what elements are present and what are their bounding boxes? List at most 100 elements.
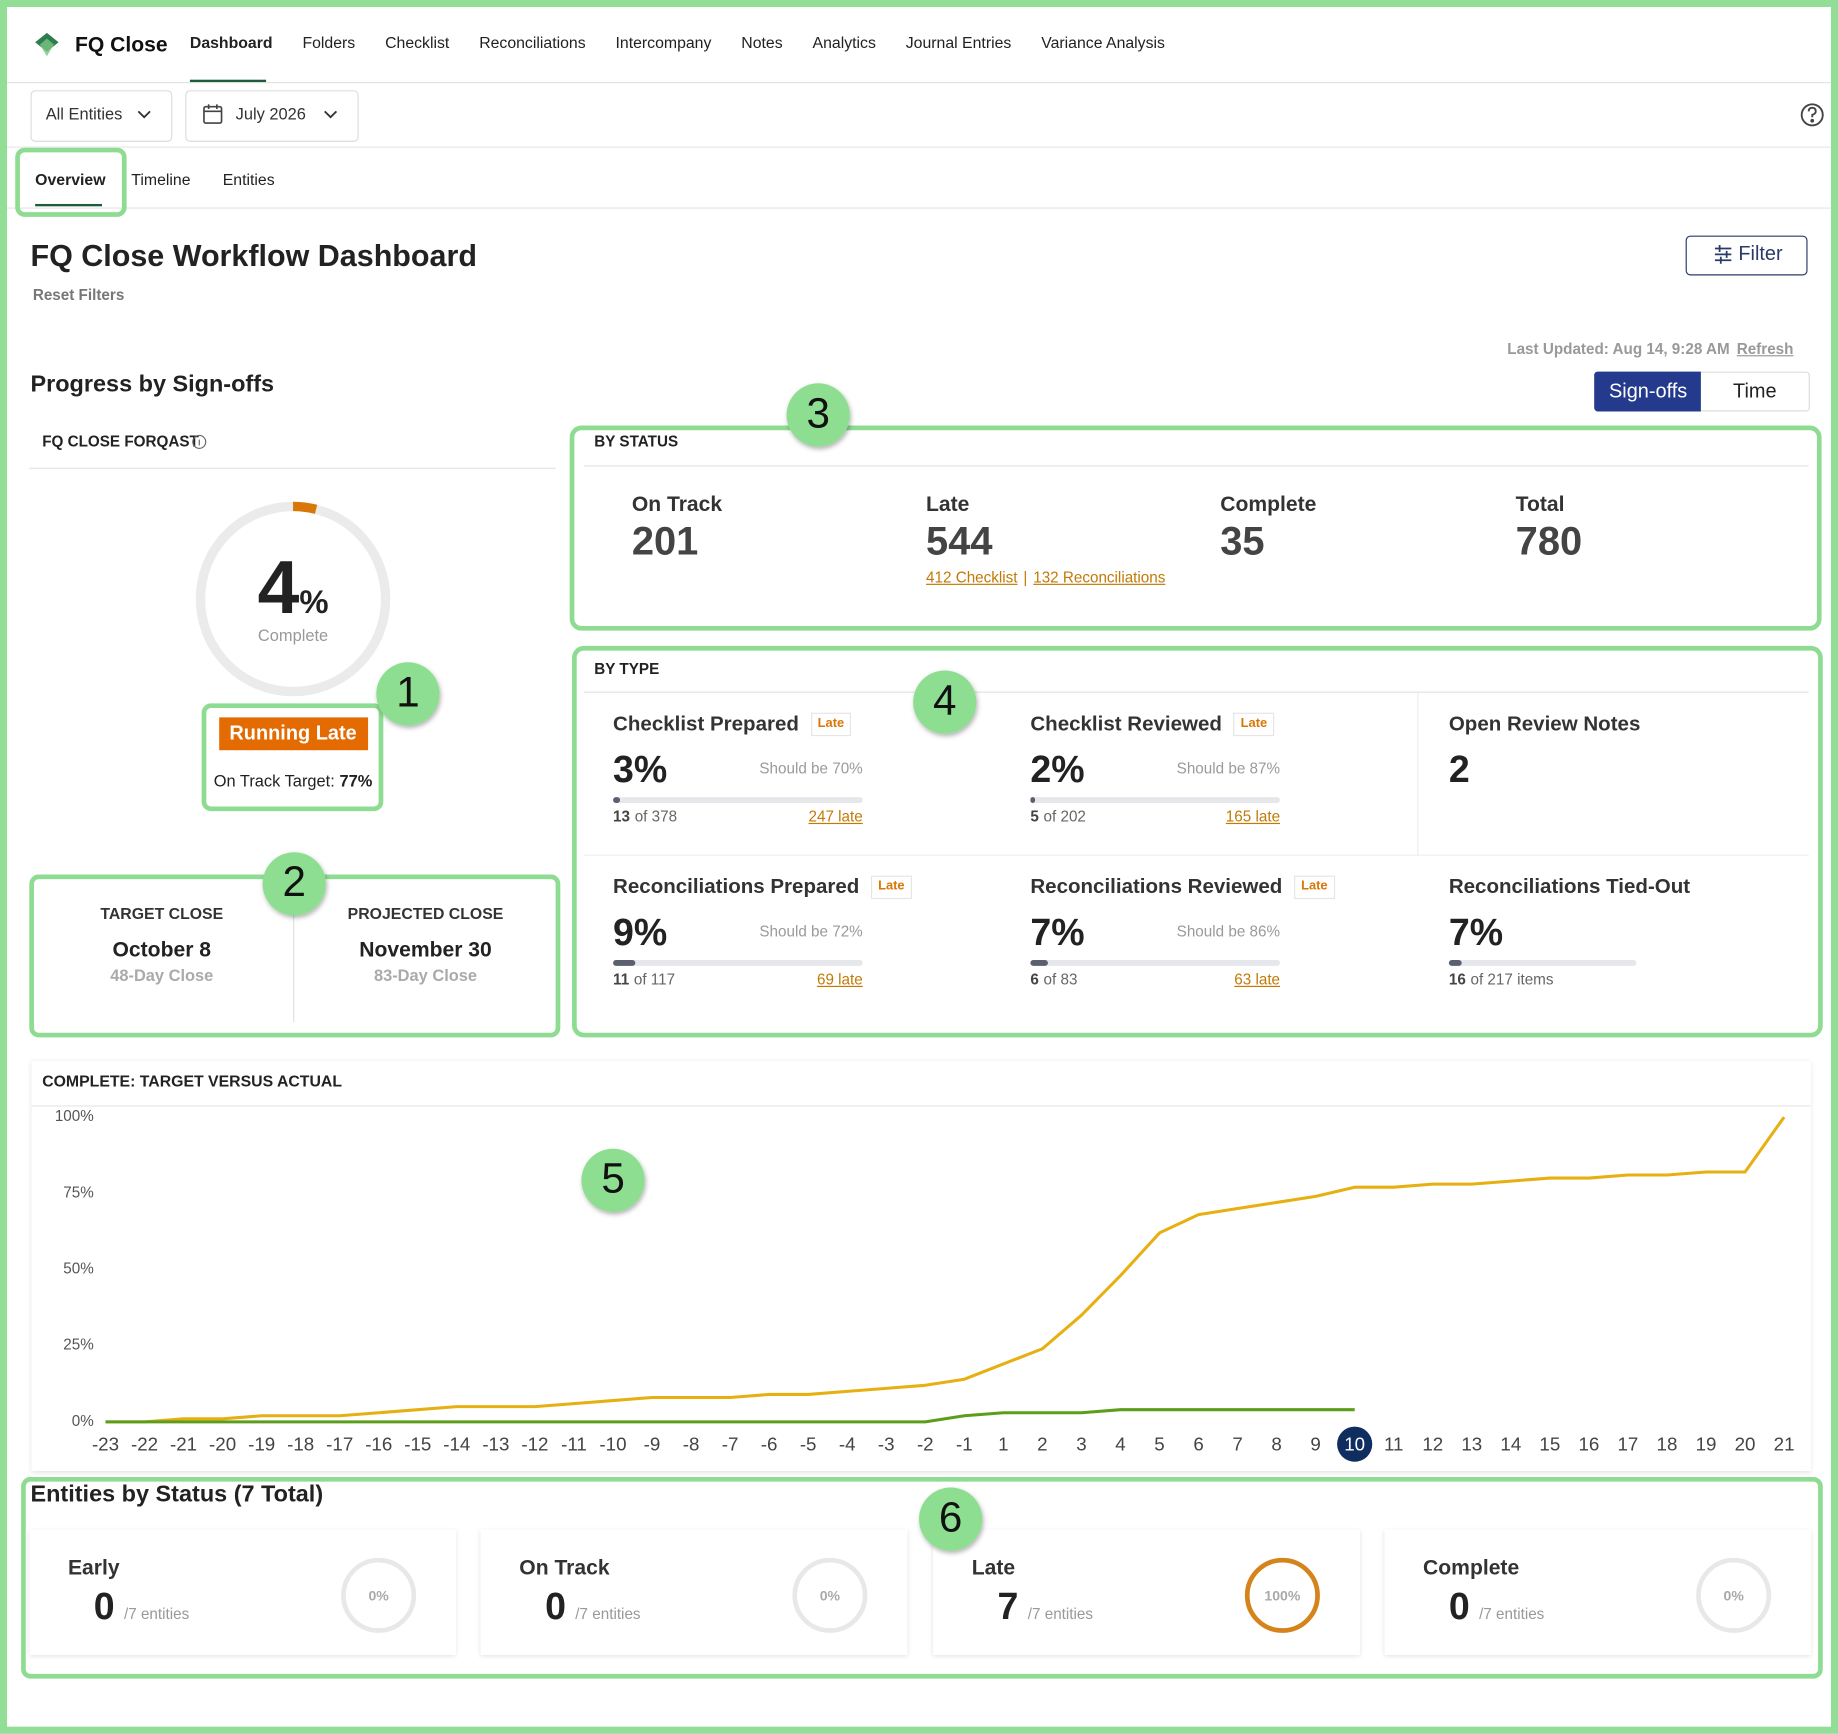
should-be: Should be 87% [1176,759,1281,778]
filter-label[interactable]: Filter [1738,243,1783,266]
status-value: 201 [631,519,699,564]
nav-bar: Dashboard Folders Checklist Reconciliations… [190,34,1165,54]
late-badge: Late [1294,875,1335,899]
tab-underline [35,203,102,207]
late-badge: Late [871,875,912,899]
status-value: 544 [926,519,993,564]
target-value: 77% [339,771,373,791]
nav-item[interactable]: Reconciliations [479,33,586,52]
refresh-link[interactable]: Refresh [1736,339,1794,358]
count-done: 13 [613,807,631,826]
status-value: 780 [1515,519,1583,564]
nav-item[interactable]: Folders [302,33,356,52]
late-link[interactable]: 63 late [1234,970,1281,989]
close-label: TARGET CLOSE [100,904,224,923]
late-badge: Late [810,712,852,736]
tabs-border [7,207,1831,209]
status-label: Complete [1220,492,1317,516]
forqast-divider [29,467,556,469]
page-title: FQ Close Workflow Dashboard [30,237,477,273]
nav-item[interactable]: Intercompany [615,33,712,52]
toggle-option[interactable]: Time [1733,380,1777,403]
count-of: of 202 [1043,807,1086,826]
tab[interactable]: Overview [35,170,106,189]
type-header: Reconciliations Tied-Out [1449,874,1690,899]
entity-filter[interactable]: All Entities [45,104,123,124]
badge-text: Running Late [229,722,357,745]
type-title: Reconciliations Reviewed [1030,874,1283,898]
late-link[interactable]: 69 late [816,970,863,989]
gauge-number: 4 [257,545,300,630]
reset-filters[interactable]: Reset Filters [32,285,125,304]
type-header: Checklist Reviewed Late [1030,711,1275,737]
status-label: Total [1515,492,1565,516]
progress-track [613,797,863,803]
card-title: BY TYPE [594,659,660,678]
progress-fill [1448,960,1462,966]
entity-count: 0/7 entities [94,1584,189,1631]
status-value: 35 [1220,519,1265,564]
nav-item[interactable]: Dashboard [189,33,273,52]
filter-button[interactable] [1685,235,1808,276]
type-header: Reconciliations Reviewed Late [1030,874,1335,899]
section-title: Progress by Sign-offs [30,371,275,397]
period-filter[interactable]: July 2026 [235,104,306,124]
count-of: of 217 items [1470,970,1554,989]
type-count: 11 of 117 [613,971,675,990]
late-link[interactable]: 165 late [1225,807,1281,826]
chart-divider [31,1105,1812,1107]
count-of: /7 entities [1479,1604,1545,1623]
last-updated-text: Last Updated: Aug 14, 9:28 AM [1507,339,1730,358]
close-date: October 8 [112,937,212,962]
count-of: /7 entities [1027,1604,1094,1623]
nav-item[interactable]: Variance Analysis [1041,33,1165,52]
period-dropdown[interactable] [185,90,359,142]
progress-fill [1030,960,1048,966]
progress-track [1448,960,1637,966]
type-percent: 7% [1448,910,1504,954]
count-of: of 378 [634,807,678,826]
type-header: Reconciliations Prepared Late [613,874,912,899]
on-track-target: On Track Target: 77% [214,771,373,791]
tab[interactable]: Entities [222,170,275,189]
count-done: 5 [1030,807,1039,826]
type-col-divider [1417,692,1419,855]
nav-item[interactable]: Journal Entries [905,33,1012,52]
tab[interactable]: Timeline [131,170,191,189]
status-label: On Track [631,492,723,516]
gauge-caption: Complete [257,626,329,646]
type-title: Checklist Reviewed [1030,711,1222,735]
count-of: /7 entities [124,1604,190,1623]
toggle-option[interactable]: Sign-offs [1608,380,1688,403]
progress-track [1030,797,1281,803]
late-link[interactable]: 412 Checklist [926,568,1018,587]
late-link[interactable]: 247 late [808,807,863,826]
should-be: Should be 70% [759,759,863,778]
type-count: 6 of 83 [1030,971,1077,990]
entity-dropdown[interactable] [30,90,173,142]
type-percent: 3% [613,748,668,791]
nav-item[interactable]: Checklist [385,33,450,52]
late-link[interactable]: 132 Reconciliations [1033,568,1166,587]
entity-label: Late [971,1555,1016,1579]
entity-count: 0/7 entities [1449,1584,1544,1631]
type-title: Open Review Notes [1448,711,1641,735]
type-header: Checklist Prepared Late [613,711,852,737]
nav-item[interactable]: Analytics [812,33,876,52]
count-of: of 117 [633,970,676,989]
entity-label: On Track [519,1555,610,1579]
type-title: Checklist Prepared [613,711,799,735]
target-label: On Track Target: [213,771,335,791]
toggle-active[interactable] [1594,371,1701,412]
progress-fill [613,960,636,966]
close-note: 83-Day Close [373,966,478,986]
nav-item[interactable]: Notes [741,33,783,52]
count: 0 [545,1584,566,1628]
entity-label: Complete [1423,1555,1520,1579]
last-updated: Last Updated: Aug 14, 9:28 AM Refresh [1507,340,1793,359]
card-title: BY STATUS [594,432,679,451]
link-separator: | [1023,568,1028,587]
should-be: Should be 86% [1176,922,1281,941]
type-value: 2 [1448,748,1470,791]
type-title: Reconciliations Tied-Out [1448,874,1691,898]
